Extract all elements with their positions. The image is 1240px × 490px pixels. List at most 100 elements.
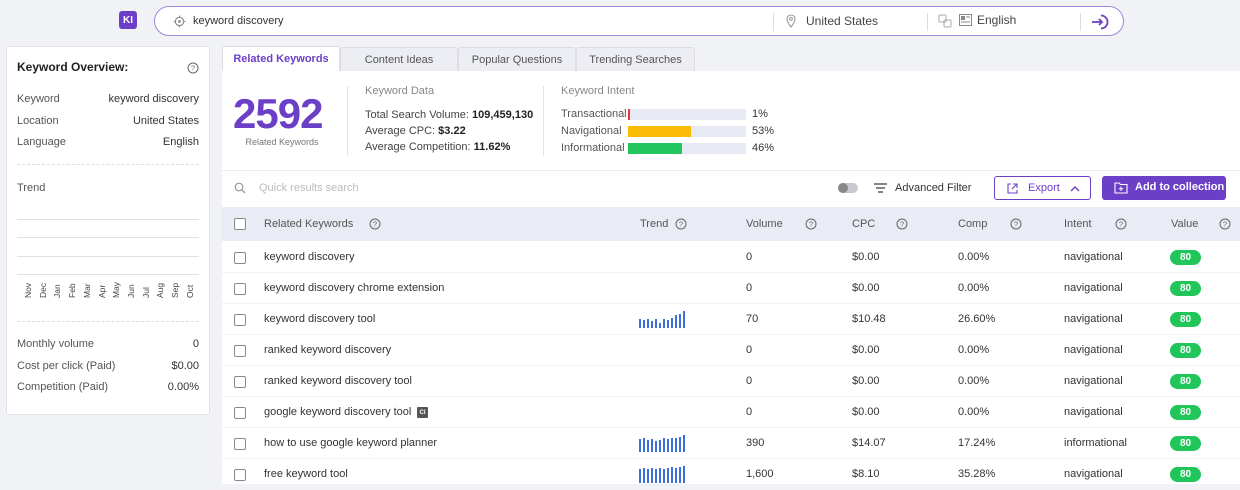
keyword-link[interactable]: google keyword discovery tool	[264, 406, 412, 418]
value-badge: 80	[1170, 250, 1201, 265]
location-pin-icon	[785, 14, 797, 31]
help-icon[interactable]: ?	[187, 62, 199, 77]
help-icon[interactable]: ?	[675, 218, 687, 233]
intent-bar	[628, 126, 746, 137]
flag-icon	[959, 14, 972, 29]
help-icon[interactable]: ?	[896, 218, 908, 233]
col-volume[interactable]: Volume	[746, 218, 783, 230]
intent-cell: navigational	[1064, 375, 1123, 387]
col-cpc[interactable]: CPC	[852, 218, 876, 230]
value-badge: 80	[1170, 281, 1201, 296]
keyword-link[interactable]: ranked keyword discovery	[264, 344, 392, 356]
row-checkbox[interactable]	[234, 345, 246, 357]
keyword-link[interactable]: how to use google keyword planner	[264, 437, 438, 449]
trend-bar	[639, 439, 641, 452]
overview-title: Keyword Overview:	[17, 60, 129, 74]
cpc-cell: $8.10	[852, 468, 880, 480]
col-related-keywords[interactable]: Related Keywords	[264, 218, 354, 230]
ci-badge[interactable]: CI	[417, 407, 428, 418]
help-icon[interactable]: ?	[1219, 218, 1231, 233]
tab-popular-questions[interactable]: Popular Questions	[458, 47, 576, 71]
total-search-volume-label: Total Search Volume:	[365, 109, 469, 121]
monthly-volume-value: 0	[192, 338, 199, 350]
row-checkbox[interactable]	[234, 376, 246, 388]
overview-language-label: Language	[17, 136, 66, 148]
chevron-up-icon	[1070, 186, 1080, 192]
trend-bar	[679, 437, 681, 452]
export-button[interactable]: Export	[994, 176, 1091, 200]
intent-label: Navigational	[561, 125, 622, 137]
cpc-paid-label: Cost per click (Paid)	[17, 360, 116, 372]
cpc-cell: $0.00	[852, 406, 880, 418]
overview-location-label: Location	[17, 115, 59, 127]
help-icon[interactable]: ?	[1115, 218, 1127, 233]
tab-related-keywords[interactable]: Related Keywords	[222, 46, 340, 71]
trend-bar	[683, 311, 685, 328]
add-to-collection-button[interactable]: Add to collection	[1102, 176, 1226, 200]
related-keywords-count-label: Related Keywords	[245, 137, 319, 147]
tab-content-ideas[interactable]: Content Ideas	[340, 47, 458, 71]
select-all-checkbox[interactable]	[234, 218, 246, 230]
total-search-volume: Total Search Volume: 109,459,130	[365, 109, 533, 121]
intent-bar-fill	[628, 126, 691, 137]
keyword-link[interactable]: keyword discovery tool	[264, 313, 376, 325]
intent-cell: informational	[1064, 437, 1127, 449]
trend-bar	[663, 319, 665, 328]
search-input[interactable]: keyword discovery	[193, 15, 284, 27]
export-icon	[1007, 183, 1018, 194]
row-checkbox[interactable]	[234, 314, 246, 326]
col-value[interactable]: Value	[1171, 218, 1199, 230]
language-select[interactable]: English	[977, 13, 1017, 27]
volume-cell: 0	[746, 251, 753, 263]
search-icon	[234, 182, 246, 197]
trend-month-label: Jan	[52, 284, 63, 298]
help-icon[interactable]: ?	[369, 218, 381, 233]
add-to-collection-label: Add to collection	[1135, 181, 1225, 193]
intent-bar-fill	[628, 109, 630, 120]
average-competition: Average Competition: 11.62%	[365, 141, 510, 153]
search-submit-icon[interactable]	[1090, 12, 1110, 35]
col-intent[interactable]: Intent	[1064, 218, 1092, 230]
col-trend[interactable]: Trend	[640, 218, 669, 230]
trend-bar	[643, 320, 645, 328]
intent-cell: navigational	[1064, 251, 1123, 263]
keyword-link[interactable]: keyword discovery	[264, 251, 355, 263]
volume-cell: 1,600	[746, 468, 774, 480]
export-label: Export	[1028, 182, 1060, 194]
cpc-cell: $0.00	[852, 282, 880, 294]
app-logo[interactable]: KI	[119, 11, 137, 29]
row-checkbox[interactable]	[234, 252, 246, 264]
row-divider	[222, 427, 1240, 428]
row-checkbox[interactable]	[234, 469, 246, 481]
volume-cell: 390	[746, 437, 765, 449]
advanced-filter-button[interactable]: Advanced Filter	[895, 182, 972, 194]
col-comp[interactable]: Comp	[958, 218, 988, 230]
help-icon[interactable]: ?	[805, 218, 817, 233]
trend-bar	[651, 468, 653, 483]
svg-text:?: ?	[900, 220, 904, 229]
advanced-filter-toggle[interactable]	[838, 183, 858, 193]
trend-bar	[655, 319, 657, 328]
keyword-link[interactable]: free keyword tool	[264, 468, 348, 480]
keyword-link[interactable]: ranked keyword discovery tool	[264, 375, 412, 387]
quick-results-search-input[interactable]: Quick results search	[259, 182, 359, 194]
trend-bar	[651, 439, 653, 452]
keyword-link[interactable]: keyword discovery chrome extension	[264, 282, 445, 294]
row-checkbox[interactable]	[234, 438, 246, 450]
monthly-volume-label: Monthly volume	[17, 338, 95, 350]
comp-cell: 0.00%	[958, 251, 990, 263]
trend-bar	[671, 438, 673, 452]
location-select[interactable]: United States	[806, 14, 879, 28]
row-checkbox[interactable]	[234, 407, 246, 419]
intent-cell: navigational	[1064, 344, 1123, 356]
intent-percent: 53%	[752, 125, 775, 137]
overview-location-value: United States	[132, 115, 199, 127]
related-keywords-count: 2592	[233, 90, 323, 137]
help-icon[interactable]: ?	[1010, 218, 1022, 233]
tab-trending-searches[interactable]: Trending Searches	[576, 47, 695, 71]
trend-bar	[639, 469, 641, 483]
row-checkbox[interactable]	[234, 283, 246, 295]
volume-cell: 0	[746, 282, 753, 294]
intent-label: Informational	[561, 142, 625, 154]
volume-cell: 0	[746, 406, 753, 418]
